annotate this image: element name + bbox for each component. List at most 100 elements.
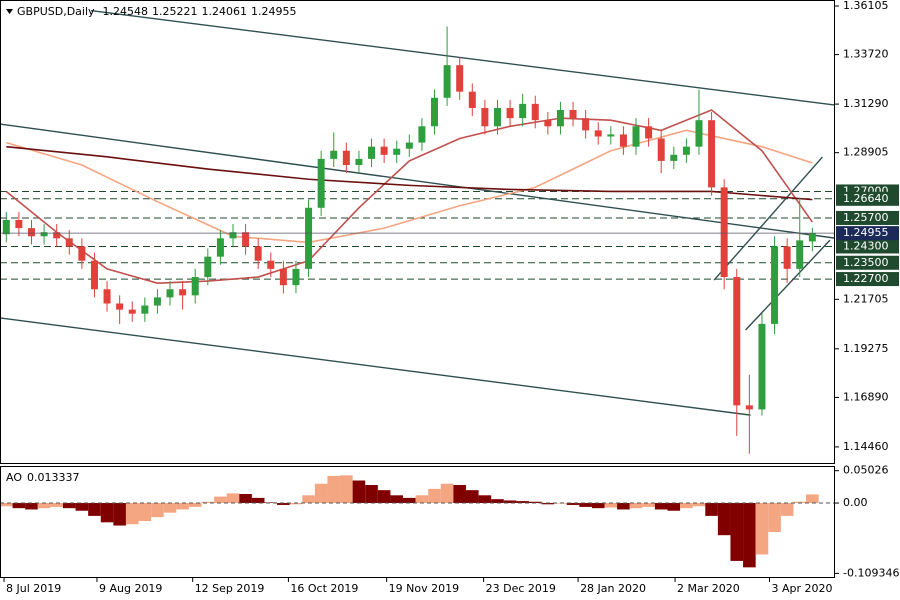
candle-body (456, 65, 464, 92)
candle-body (166, 289, 174, 298)
candle-body (619, 134, 627, 147)
candle-body (443, 65, 451, 98)
candle-body (116, 303, 124, 310)
candle-body (2, 219, 10, 235)
trendline (713, 156, 823, 281)
ao-bar (793, 501, 807, 504)
level-tag (836, 210, 899, 225)
candle-body (431, 97, 439, 127)
candle-body (242, 232, 250, 247)
header-open: 1.24548 (103, 5, 149, 18)
candle-body (657, 138, 665, 161)
ao-bar (377, 490, 391, 504)
candle-body (355, 158, 363, 165)
y-tick-label: -0.109346 (843, 566, 899, 579)
ao-bar (251, 497, 265, 504)
ao-bar (277, 503, 290, 505)
ao-bar (528, 501, 542, 504)
moving-average (5, 109, 813, 284)
ao-bar (302, 495, 315, 504)
candle-body (783, 246, 791, 269)
candle-body (380, 146, 388, 155)
header-close: 1.24955 (251, 5, 297, 18)
level-tag (836, 272, 899, 287)
x-tick-label: 8 Jul 2019 (6, 582, 61, 595)
candle-body (506, 107, 514, 119)
level-tag (836, 239, 899, 254)
ao-bar (151, 503, 164, 518)
ao-bar (25, 503, 38, 510)
candle-body (808, 233, 816, 242)
ao-bar (340, 475, 353, 504)
ao-title: AO (6, 471, 22, 484)
candle-body (40, 232, 48, 237)
candle-body (670, 154, 678, 161)
ao-bar (491, 499, 504, 504)
ao-bar (680, 503, 693, 509)
candle-body (682, 146, 690, 155)
ao-bar (176, 503, 189, 510)
ao-header: AO 0.013337 (6, 471, 80, 484)
y-tick-label: 1.31290 (843, 97, 889, 110)
candle-body (544, 120, 552, 127)
main-pane-frame (0, 0, 835, 464)
candle-body (393, 148, 401, 155)
ao-bar (138, 503, 152, 522)
ao-bar (591, 503, 605, 509)
level-tag (836, 255, 899, 270)
candle-body (594, 130, 602, 137)
ao-bar (654, 503, 668, 510)
candle-body (607, 134, 615, 137)
menu-arrow[interactable] (6, 9, 13, 14)
candle-body (519, 103, 527, 119)
ao-bar (214, 496, 227, 504)
level-label: 1.24300 (843, 239, 889, 252)
candle-body (216, 238, 224, 257)
ao-pane-frame (0, 466, 835, 578)
candle-body (65, 238, 73, 247)
ao-bar (100, 503, 114, 523)
header-bg (1, 1, 91, 21)
x-tick-label: 9 Aug 2019 (99, 582, 162, 595)
ao-bar (717, 503, 731, 536)
candle-body (317, 158, 325, 208)
ao-bar (327, 476, 341, 504)
ao-bar (705, 503, 718, 516)
y-tick-label: 0.00 (843, 496, 868, 509)
candle-body (481, 107, 489, 127)
ao-bar (780, 503, 794, 516)
y-tick-label: 1.33720 (843, 48, 889, 61)
ao-bar (465, 490, 479, 504)
ao-bar (50, 503, 63, 507)
trendline (745, 239, 831, 331)
candle-body (645, 126, 653, 139)
ao-bar (541, 503, 555, 505)
ao-bar (755, 503, 769, 555)
candle-body (141, 305, 149, 314)
candle-body (292, 268, 300, 286)
ao-value: 0.013337 (27, 471, 80, 484)
ao-bar (75, 503, 89, 511)
ao-bar (579, 503, 592, 507)
x-tick-label: 16 Oct 2019 (290, 582, 358, 595)
candle-body (708, 120, 716, 188)
candle-body (103, 289, 111, 304)
ao-bar (453, 485, 466, 504)
ao-bar (239, 494, 252, 504)
plot-layer (0, 5, 836, 568)
ao-bar (503, 500, 517, 504)
candle-body (153, 297, 161, 306)
candle-body (632, 126, 640, 147)
y-tick-label: 1.19275 (843, 342, 889, 355)
candle-body (720, 187, 728, 278)
x-tick-label: 3 Apr 2020 (772, 582, 833, 595)
ao-bar (692, 503, 706, 507)
candle-body (179, 289, 187, 296)
candle-body (771, 246, 779, 324)
trendline (0, 123, 836, 239)
level-label: 1.22700 (843, 272, 889, 285)
candle-body (204, 256, 212, 278)
candle-body (368, 146, 376, 159)
candle-body (468, 91, 476, 108)
ao-bar (440, 483, 454, 504)
